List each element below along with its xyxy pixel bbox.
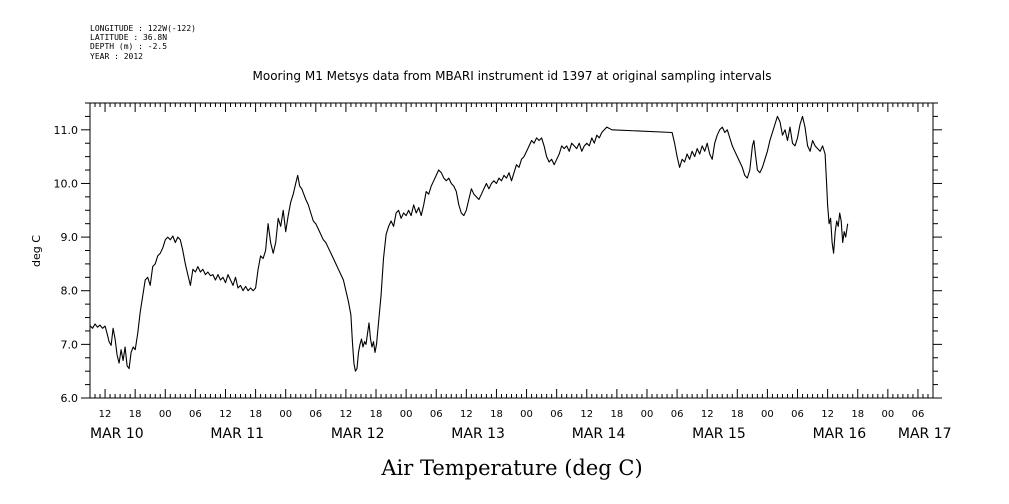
y-axis-label: deg C bbox=[30, 235, 43, 267]
latitude-text: LATITUDE : 36.8N bbox=[90, 33, 167, 42]
x-hour-tick-label: 00 bbox=[400, 409, 413, 420]
x-hour-tick-label: 00 bbox=[520, 409, 533, 420]
x-tick-labels: 12 18 00 06 12 18 00 06 12 18 00 06 12 18 00 06 12 18 00 06… bbox=[90, 409, 952, 442]
x-hour-tick-label: 12 bbox=[701, 409, 714, 420]
year-text: YEAR : 2012 bbox=[90, 52, 143, 61]
x-hour-tick-label: 06 bbox=[671, 409, 684, 420]
x-day-label: MAR 16 bbox=[813, 426, 867, 442]
x-hour-tick-label: 00 bbox=[881, 409, 894, 420]
x-hour-tick-label: 06 bbox=[189, 409, 202, 420]
plot-frame bbox=[89, 102, 934, 399]
x-axis-label: Air Temperature (deg C) bbox=[380, 456, 642, 480]
x-hour-tick-label: 18 bbox=[249, 409, 262, 420]
x-hour-tick-label: 12 bbox=[580, 409, 593, 420]
x-hour-tick-label: 06 bbox=[912, 409, 925, 420]
x-day-label: MAR 11 bbox=[210, 426, 264, 442]
x-hour-tick-label: 00 bbox=[641, 409, 654, 420]
x-day-label: MAR 17 bbox=[898, 426, 952, 442]
x-day-label: MAR 10 bbox=[90, 426, 144, 442]
depth-text: DEPTH (m) : -2.5 bbox=[90, 42, 167, 51]
air-temperature-line bbox=[89, 115, 849, 372]
x-hour-tick-label: 12 bbox=[99, 409, 112, 420]
x-hour-tick-label: 12 bbox=[460, 409, 473, 420]
x-hour-tick-label: 18 bbox=[129, 409, 142, 420]
x-day-label: MAR 12 bbox=[331, 426, 385, 442]
x-hour-tick-label: 18 bbox=[851, 409, 864, 420]
y-tick-labels: 6.0 7.0 8.0 9.0 10.0 11.0 bbox=[54, 124, 79, 405]
y-tick-label: 7.0 bbox=[61, 338, 79, 351]
x-hour-tick-label: 18 bbox=[611, 409, 624, 420]
x-hour-tick-label: 06 bbox=[550, 409, 563, 420]
station-metadata: LONGITUDE : 122W(-122) LATITUDE : 36.8N … bbox=[90, 24, 196, 61]
x-hour-tick-label: 00 bbox=[279, 409, 292, 420]
x-hour-tick-label: 18 bbox=[731, 409, 744, 420]
y-tick-label: 8.0 bbox=[61, 285, 79, 298]
y-tick-label: 6.0 bbox=[61, 392, 79, 405]
y-tick-label: 10.0 bbox=[54, 177, 79, 190]
x-hour-tick-label: 00 bbox=[761, 409, 774, 420]
y-tick-label: 9.0 bbox=[61, 231, 79, 244]
x-hour-tick-label: 06 bbox=[430, 409, 443, 420]
chart-title: Mooring M1 Metsys data from MBARI instru… bbox=[253, 69, 772, 83]
x-hour-tick-label: 12 bbox=[340, 409, 353, 420]
longitude-text: LONGITUDE : 122W(-122) bbox=[90, 24, 196, 33]
x-day-label: MAR 13 bbox=[451, 426, 505, 442]
x-hour-tick-label: 18 bbox=[490, 409, 503, 420]
x-hour-tick-label: 12 bbox=[219, 409, 232, 420]
axis-ticks bbox=[81, 102, 942, 399]
x-hour-tick-label: 06 bbox=[791, 409, 804, 420]
data-series bbox=[89, 115, 849, 372]
x-day-label: MAR 14 bbox=[572, 426, 626, 442]
x-hour-tick-label: 18 bbox=[370, 409, 383, 420]
x-hour-tick-label: 12 bbox=[821, 409, 834, 420]
y-tick-label: 11.0 bbox=[54, 124, 79, 137]
x-day-label: MAR 15 bbox=[692, 426, 746, 442]
x-hour-tick-label: 06 bbox=[309, 409, 322, 420]
x-hour-tick-label: 00 bbox=[159, 409, 172, 420]
